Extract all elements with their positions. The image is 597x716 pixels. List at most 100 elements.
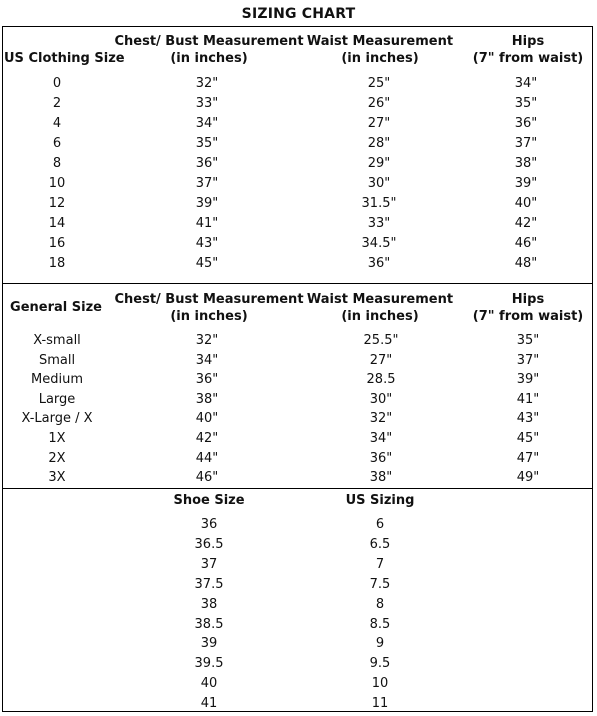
us-table-hips-cell: 42"	[514, 216, 538, 231]
general-table-size-cell: 2X	[48, 450, 66, 466]
shoe-table-us-cell: 10	[371, 676, 389, 692]
us-table-hips-cell: 48"	[514, 256, 538, 271]
us-table-chest-cell: 39"	[195, 196, 219, 211]
shoe-table-us-cell: 8	[375, 596, 385, 612]
shoe-table-us-cell: 11	[371, 696, 389, 712]
us-table-hips-cell: 38"	[514, 156, 538, 171]
us-hips-header: Hips (7" from waist)	[472, 34, 584, 66]
us-table-hips-cell: 37"	[514, 136, 538, 151]
general-table-chest-cell: 42"	[195, 431, 219, 446]
us-size-header: US Clothing Size	[4, 51, 125, 66]
us-table-chest-cell: 45"	[195, 256, 219, 271]
us-table-chest-cell: 32"	[195, 76, 219, 91]
general-table-size-cell: Small	[38, 352, 76, 368]
us-table-chest-cell: 35"	[195, 136, 219, 151]
shoe-size-header: Shoe Size	[173, 493, 245, 508]
general-table-size-cell: 1X	[48, 431, 66, 446]
shoe-table-us-cell: 9.5	[369, 656, 391, 672]
general-table-hips-cell: 41"	[516, 391, 540, 407]
shoe-table-shoe-cell: 37.5	[194, 576, 224, 592]
general-table-chest-cell: 34"	[195, 352, 219, 368]
general-table-chest-cell: 38"	[195, 391, 219, 407]
general-table-chest-cell: 46"	[195, 470, 219, 486]
general-table-hips-cell: 35"	[516, 333, 540, 348]
general-table-hips-cell: 39"	[516, 372, 540, 388]
general-table-waist-cell: 27"	[369, 352, 393, 368]
general-table-size-cell: 3X	[48, 470, 66, 486]
general-table-size-cell: Medium	[31, 372, 83, 388]
general-table-waist-cell: 34"	[369, 431, 393, 446]
general-table-size-cell: Large	[38, 391, 76, 407]
shoe-table-shoe-cell: 40	[200, 676, 218, 692]
shoe-table-us-cell: 7	[375, 556, 385, 572]
shoe-table-shoe-cell: 38	[200, 596, 218, 612]
general-table-size-cell: X-small	[33, 333, 81, 348]
general-table-size-cell: X-Large / X	[21, 411, 93, 427]
us-table-waist-cell: 34.5"	[361, 236, 397, 251]
sizing-chart-frame	[2, 26, 593, 712]
us-chest-header: Chest/ Bust Measurement (in inches)	[114, 34, 304, 66]
us-table-hips-cell: 35"	[514, 96, 538, 111]
shoe-table-shoe-cell: 36	[200, 517, 218, 532]
us-table-size-cell: 4	[52, 116, 62, 131]
us-table-size-cell: 10	[48, 176, 66, 191]
us-table-size-cell: 6	[52, 136, 62, 151]
us-table-waist-cell: 30"	[367, 176, 391, 191]
general-table-hips-cell: 47"	[516, 450, 540, 466]
us-table-waist-cell: 29"	[367, 156, 391, 171]
general-table-waist-cell: 32"	[369, 411, 393, 427]
us-table-chest-cell: 37"	[195, 176, 219, 191]
us-table-size-cell: 16	[48, 236, 66, 251]
page-title: SIZING CHART	[241, 6, 356, 22]
shoe-table-shoe-cell: 39.5	[194, 656, 224, 672]
general-table-hips-cell: 43"	[516, 411, 540, 427]
general-table-hips-cell: 49"	[516, 470, 540, 486]
general-table-waist-cell: 38"	[369, 470, 393, 486]
us-table-size-cell: 2	[52, 96, 62, 111]
general-table-chest-cell: 32"	[195, 333, 219, 348]
general-table-hips-cell: 45"	[516, 431, 540, 446]
general-size-header: General Size	[10, 300, 102, 315]
us-table-chest-cell: 41"	[195, 216, 219, 231]
us-table-chest-cell: 34"	[195, 116, 219, 131]
shoe-table-us-cell: 7.5	[369, 576, 391, 592]
us-table-hips-cell: 36"	[514, 116, 538, 131]
general-table-chest-cell: 36"	[195, 372, 219, 388]
us-table-size-cell: 12	[48, 196, 66, 211]
us-table-waist-cell: 33"	[367, 216, 391, 231]
us-table-waist-cell: 31.5"	[361, 196, 397, 211]
shoe-table-shoe-cell: 38.5	[194, 616, 224, 632]
us-table-waist-cell: 27"	[367, 116, 391, 131]
us-table-waist-cell: 25"	[367, 76, 391, 91]
us-table-size-cell: 0	[52, 76, 62, 91]
us-table-size-cell: 8	[52, 156, 62, 171]
general-waist-header: Waist Measurement (in inches)	[306, 292, 454, 324]
shoe-table-shoe-cell: 41	[200, 696, 218, 712]
us-table-hips-cell: 34"	[514, 76, 538, 91]
us-table-size-cell: 14	[48, 216, 66, 231]
us-table-chest-cell: 43"	[195, 236, 219, 251]
shoe-table-shoe-cell: 36.5	[194, 536, 224, 552]
us-sizing-header: US Sizing	[345, 493, 415, 508]
general-table-chest-cell: 40"	[195, 411, 219, 427]
general-table-waist-cell: 25.5"	[363, 333, 399, 348]
general-table-hips-cell: 37"	[516, 352, 540, 368]
us-table-waist-cell: 26"	[367, 96, 391, 111]
us-table-hips-cell: 40"	[514, 196, 538, 211]
section-divider-2	[2, 488, 593, 489]
us-table-waist-cell: 36"	[367, 256, 391, 271]
section-divider-1	[2, 283, 593, 284]
us-table-chest-cell: 36"	[195, 156, 219, 171]
us-table-chest-cell: 33"	[195, 96, 219, 111]
shoe-table-us-cell: 8.5	[369, 616, 391, 632]
us-table-hips-cell: 46"	[514, 236, 538, 251]
shoe-table-us-cell: 6.5	[369, 536, 391, 552]
us-table-hips-cell: 39"	[514, 176, 538, 191]
general-table-waist-cell: 36"	[369, 450, 393, 466]
shoe-table-us-cell: 9	[375, 636, 385, 652]
us-table-waist-cell: 28"	[367, 136, 391, 151]
general-hips-header: Hips (7" from waist)	[472, 292, 584, 324]
general-table-waist-cell: 30"	[369, 391, 393, 407]
shoe-table-us-cell: 6	[375, 517, 385, 532]
general-chest-header: Chest/ Bust Measurement (in inches)	[114, 292, 304, 324]
